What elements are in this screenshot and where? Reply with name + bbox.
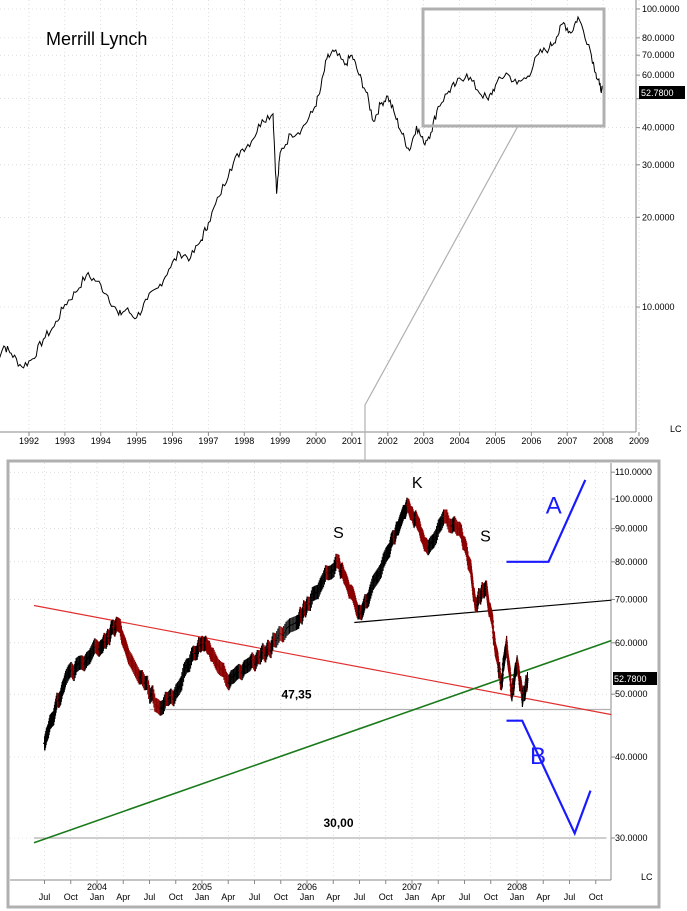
- bottom-chart: 110.0000 100.0000 90.0000 80.0000 70.0000 60.…: [6, 459, 661, 909]
- top-chart-background: [0, 0, 687, 440]
- top-x-tick-label: 1994: [91, 436, 111, 446]
- top-chart: 100.0000 80.0000 70.0000 60.0000 40.0000 30.0…: [0, 0, 687, 460]
- bottom-y-tick-label: 110.0000: [615, 467, 652, 477]
- top-x-tick-label: 2002: [378, 436, 398, 446]
- bottom-month-label: Jan: [300, 892, 315, 902]
- level-label: 30,00: [323, 816, 353, 830]
- pattern-label: S: [333, 525, 344, 542]
- scenario-label: B: [530, 743, 546, 770]
- bottom-month-label: Jul: [564, 892, 576, 902]
- top-x-tick-label: 1996: [163, 436, 183, 446]
- bottom-month-label: Oct: [274, 892, 289, 902]
- bottom-month-label: Jan: [510, 892, 525, 902]
- bottom-month-label: Jan: [90, 892, 105, 902]
- scenario-label: A: [546, 492, 562, 519]
- top-y-tick-label: 40.0000: [642, 123, 675, 133]
- top-price-series: [0, 15, 604, 369]
- bottom-month-label: Jul: [354, 892, 366, 902]
- chart-title: Merrill Lynch: [46, 29, 147, 49]
- neckline-line: [354, 599, 612, 624]
- bottom-month-label: Apr: [221, 892, 235, 902]
- bottom-y-tick-label: 50.0000: [615, 689, 648, 699]
- bottom-month-label: Oct: [589, 892, 604, 902]
- bottom-year-label: 2006: [297, 882, 317, 892]
- bottom-month-label: Jul: [249, 892, 261, 902]
- bottom-last-value-label: 52.7800: [614, 674, 647, 684]
- top-x-tick-label: 2009: [629, 436, 649, 446]
- top-x-tick-label: 2004: [450, 436, 470, 446]
- bottom-year-label: 2007: [402, 882, 422, 892]
- bottom-last-value-box: [613, 672, 657, 685]
- bottom-year-label: 2008: [507, 882, 527, 892]
- top-y-ticks: 100.0000 80.0000 70.0000 60.0000 40.0000 30.0…: [636, 4, 680, 312]
- bottom-corner-label: LC: [641, 872, 653, 882]
- bottom-month-label: Jul: [39, 892, 51, 902]
- top-x-tick-label: 1998: [234, 436, 254, 446]
- bottom-month-label: Jul: [459, 892, 471, 902]
- bottom-year-label: 2004: [87, 882, 107, 892]
- zoom-region-box: [421, 7, 606, 128]
- top-y-tick-label: 20.0000: [642, 212, 675, 222]
- top-y-tick-label: 80.0000: [642, 33, 675, 43]
- top-last-value-box: [639, 86, 685, 99]
- level-label: 47,35: [281, 688, 311, 702]
- pattern-label: K: [412, 475, 423, 492]
- bottom-y-tick-label: 70.0000: [615, 594, 648, 604]
- bottom-y-ticks: 110.0000 100.0000 90.0000 80.0000 70.0000 60.…: [611, 467, 653, 843]
- top-x-ticks: 1992 1993 1994 1995 1996 1997 1998 1999 2000 2001…: [19, 432, 649, 446]
- bottom-y-tick-label: 80.0000: [615, 557, 648, 567]
- top-y-tick-label: 60.0000: [642, 70, 675, 80]
- top-x-tick-label: 2001: [342, 436, 362, 446]
- top-corner-label: LC: [670, 424, 682, 434]
- zoom-connector-line: [364, 125, 519, 460]
- top-x-tick-label: 2003: [414, 436, 434, 446]
- bottom-month-label: Oct: [169, 892, 184, 902]
- bottom-y-tick-label: 30.0000: [615, 833, 648, 843]
- bottom-month-label: Jan: [195, 892, 210, 902]
- top-y-tick-label: 10.0000: [642, 302, 675, 312]
- bottom-month-label: Jan: [405, 892, 420, 902]
- top-y-tick-label: 70.0000: [642, 50, 675, 60]
- top-last-value-label: 52.7800: [641, 88, 674, 98]
- top-x-tick-label: 1993: [55, 436, 75, 446]
- top-grid: [0, 0, 640, 432]
- bottom-month-label: Jul: [144, 892, 156, 902]
- pattern-label: S: [480, 528, 491, 545]
- bottom-y-tick-label: 40.0000: [615, 752, 648, 762]
- top-x-tick-label: 2008: [593, 436, 613, 446]
- top-x-tick-label: 2007: [557, 436, 577, 446]
- scenario-a-line: [506, 479, 587, 563]
- bottom-month-label: Apr: [536, 892, 550, 902]
- top-x-tick-label: 2000: [306, 436, 326, 446]
- bottom-month-label: Oct: [484, 892, 499, 902]
- bottom-month-label: Apr: [116, 892, 130, 902]
- top-x-tick-label: 1997: [198, 436, 218, 446]
- bottom-annotations: S K S 47,35 30,00 A B: [281, 475, 561, 830]
- top-y-tick-label: 30.0000: [642, 160, 675, 170]
- scenario-b-line: [506, 719, 592, 837]
- bottom-month-label: Apr: [326, 892, 340, 902]
- top-x-tick-label: 2006: [521, 436, 541, 446]
- bottom-month-label: Oct: [379, 892, 394, 902]
- bottom-y-tick-label: 100.0000: [615, 494, 653, 504]
- top-x-tick-label: 2005: [485, 436, 505, 446]
- bottom-month-label: Oct: [64, 892, 79, 902]
- bottom-month-label: Apr: [431, 892, 445, 902]
- top-y-tick-label: 100.0000: [642, 4, 680, 14]
- top-x-tick-label: 1999: [270, 436, 290, 446]
- top-x-tick-label: 1995: [127, 436, 147, 446]
- bottom-ohlc-series: [43, 497, 529, 751]
- red-trend-line: [33, 604, 612, 716]
- bottom-x-ticks: Jul Oct Jan Apr Jul Oct Jan Apr Jul Oct Jan Apr Jul O…: [39, 880, 604, 902]
- bottom-year-label: 2005: [192, 882, 212, 892]
- bottom-y-tick-label: 90.0000: [615, 524, 648, 534]
- top-x-tick-label: 1992: [19, 436, 39, 446]
- bottom-y-tick-label: 60.0000: [615, 638, 648, 648]
- bottom-grid: [10, 463, 611, 880]
